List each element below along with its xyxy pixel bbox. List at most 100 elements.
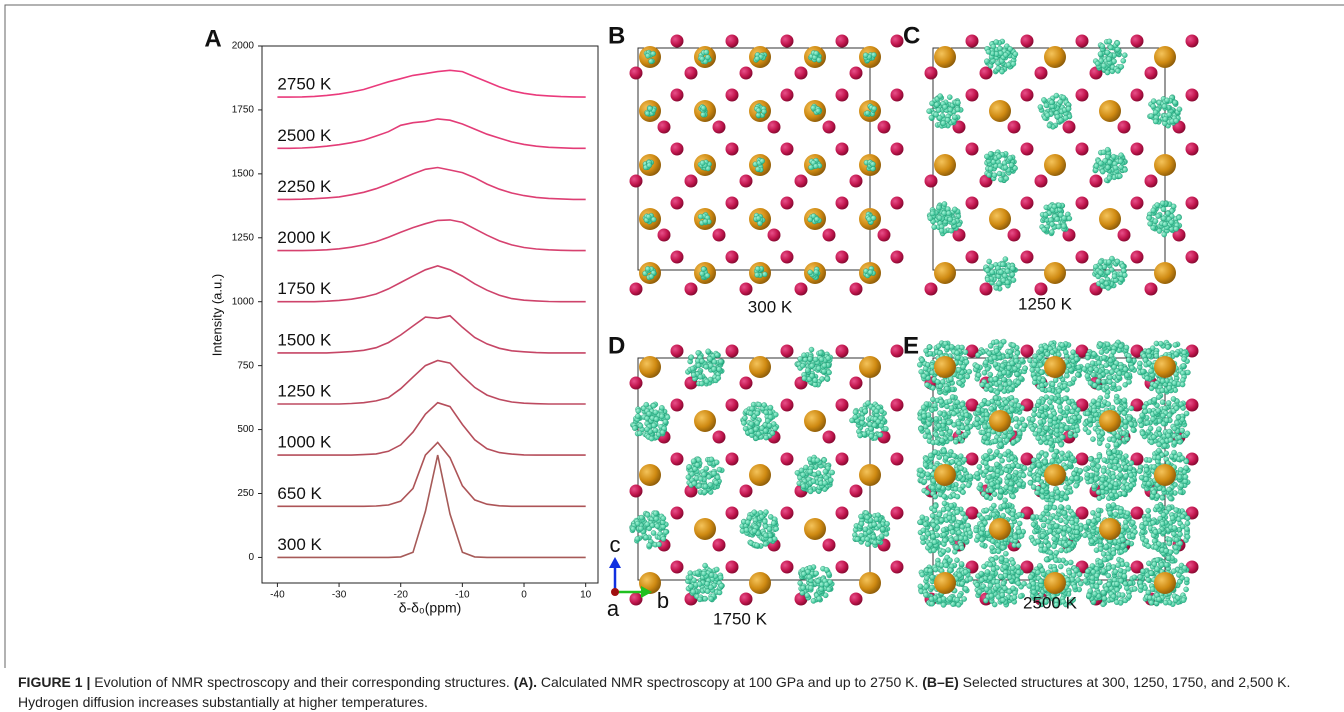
- h-atom: [923, 592, 928, 597]
- h-atom: [1107, 379, 1112, 384]
- h-atom: [697, 483, 702, 488]
- h-atom: [1105, 147, 1110, 152]
- h-atom: [651, 51, 656, 56]
- o-atom: [768, 229, 781, 242]
- o-atom: [1076, 197, 1089, 210]
- h-atom: [1130, 365, 1135, 370]
- h-atom: [870, 162, 875, 167]
- h-atom: [1102, 355, 1107, 360]
- h-atom: [756, 113, 761, 118]
- h-atom: [1074, 530, 1079, 535]
- h-atom: [813, 357, 818, 362]
- h-atom: [960, 581, 965, 586]
- h-atom: [635, 414, 640, 419]
- h-atom: [943, 455, 948, 460]
- h-atom: [705, 589, 710, 594]
- h-atom: [931, 548, 936, 553]
- o-atom: [823, 229, 836, 242]
- h-atom: [663, 530, 668, 535]
- h-atom: [755, 421, 760, 426]
- o-atom: [768, 121, 781, 134]
- h-atom: [1097, 434, 1102, 439]
- h-atom: [1016, 363, 1021, 368]
- h-atom: [984, 587, 989, 592]
- h-atom: [865, 542, 870, 547]
- o-atom: [726, 35, 739, 48]
- h-atom: [993, 377, 998, 382]
- h-atom: [957, 573, 962, 578]
- h-atom: [1056, 203, 1061, 208]
- o-atom: [740, 485, 753, 498]
- h-atom: [749, 429, 754, 434]
- h-atom: [1059, 456, 1064, 461]
- h-atom: [717, 590, 722, 595]
- metal-atom: [989, 100, 1011, 122]
- h-atom: [961, 490, 966, 495]
- h-atom: [1048, 414, 1053, 419]
- h-atom: [648, 106, 653, 111]
- h-atom: [647, 543, 652, 548]
- h-atom: [929, 585, 934, 590]
- o-atom: [713, 539, 726, 552]
- h-atom: [1009, 163, 1014, 168]
- h-atom: [931, 523, 936, 528]
- o-atom: [1035, 175, 1048, 188]
- h-atom: [1096, 402, 1101, 407]
- h-atom: [941, 528, 946, 533]
- metal-atom: [749, 572, 771, 594]
- h-atom: [988, 562, 993, 567]
- o-atom: [713, 229, 726, 242]
- h-atom: [1171, 204, 1176, 209]
- h-atom: [1164, 98, 1169, 103]
- h-atom: [1035, 570, 1040, 575]
- h-atom: [691, 459, 696, 464]
- h-atom: [1060, 343, 1065, 348]
- h-atom: [963, 432, 968, 437]
- h-atom: [1049, 229, 1054, 234]
- h-atom: [1063, 396, 1068, 401]
- h-atom: [929, 601, 934, 606]
- h-atom: [1161, 207, 1166, 212]
- h-atom: [798, 356, 803, 361]
- h-atom: [1075, 428, 1080, 433]
- h-atom: [983, 453, 988, 458]
- h-atom: [1115, 68, 1120, 73]
- h-atom: [1052, 567, 1057, 572]
- h-atom: [939, 431, 944, 436]
- h-atom: [1118, 159, 1123, 164]
- h-atom: [698, 214, 703, 219]
- metal-atom: [859, 572, 881, 594]
- h-atom: [934, 112, 939, 117]
- o-atom: [630, 485, 643, 498]
- o-atom: [740, 67, 753, 80]
- h-atom: [959, 466, 964, 471]
- h-atom: [991, 567, 996, 572]
- h-atom: [700, 160, 705, 165]
- o-atom: [795, 283, 808, 296]
- o-atom: [1131, 143, 1144, 156]
- h-atom: [765, 418, 770, 423]
- o-atom: [671, 507, 684, 520]
- h-atom: [755, 56, 760, 61]
- h-atom: [1062, 510, 1067, 515]
- h-atom: [1014, 416, 1019, 421]
- h-atom: [1009, 395, 1014, 400]
- h-atom: [1104, 281, 1109, 286]
- h-atom: [1055, 114, 1060, 119]
- h-atom: [1008, 387, 1013, 392]
- h-atom: [1070, 520, 1075, 525]
- h-atom: [964, 413, 969, 418]
- h-atom: [934, 432, 939, 437]
- h-atom: [808, 489, 813, 494]
- h-atom: [814, 217, 819, 222]
- h-atom: [822, 481, 827, 486]
- h-atom: [692, 481, 697, 486]
- h-atom: [874, 517, 879, 522]
- metal-atom: [1044, 46, 1066, 68]
- h-atom: [1167, 112, 1172, 117]
- h-atom: [1017, 529, 1022, 534]
- h-atom: [763, 533, 768, 538]
- h-atom: [1127, 379, 1132, 384]
- h-atom: [705, 55, 710, 60]
- h-atom: [1052, 505, 1057, 510]
